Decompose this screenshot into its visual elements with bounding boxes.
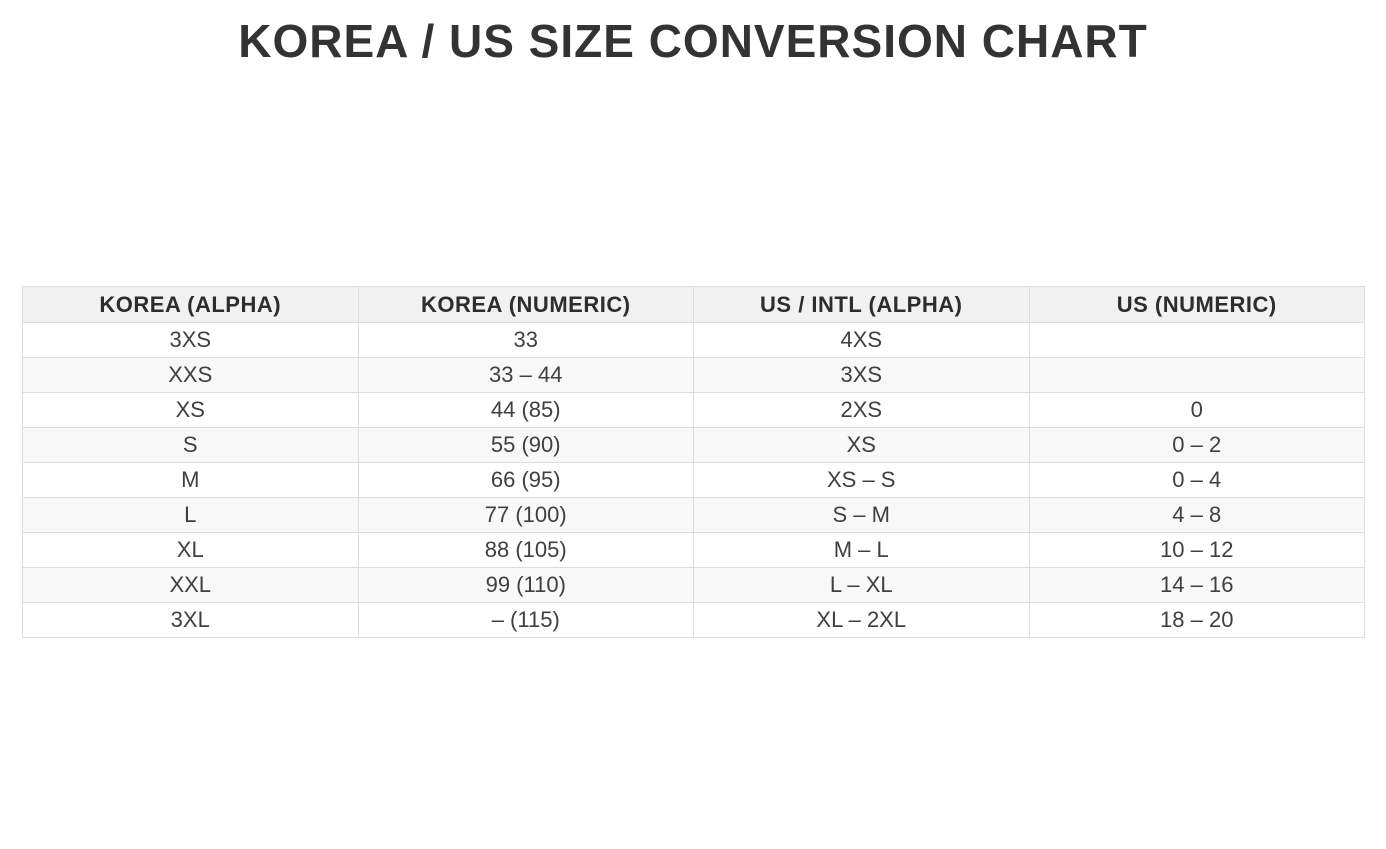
table-cell: 55 (90) <box>357 427 694 463</box>
table-cell: XXL <box>22 567 359 603</box>
page-title: KOREA / US SIZE CONVERSION CHART <box>238 15 1148 67</box>
table-row: XXS 33 – 44 3XS <box>22 357 1365 393</box>
table-cell: M <box>22 462 359 498</box>
table-cell <box>1028 357 1365 393</box>
table-cell: XS <box>22 392 359 428</box>
table-cell: 4XS <box>693 322 1030 358</box>
table-row: 3XS 33 4XS <box>22 322 1365 358</box>
table-cell: S <box>22 427 359 463</box>
table-cell: – (115) <box>357 602 694 638</box>
table-cell: 0 <box>1028 392 1365 428</box>
column-header-2: KOREA (NUMERIC) <box>357 286 694 323</box>
table-cell: XS – S <box>693 462 1030 498</box>
table-cell: 4 – 8 <box>1028 497 1365 533</box>
table-cell: XL <box>22 532 359 568</box>
header-row: KOREA (ALPHA) KOREA (NUMERIC) US / INTL (A… <box>22 286 1365 323</box>
table-body: 3XS 33 4XS XXS 33 – 44 3XS XS 44 (85) 2XS 0 S 55 (9… <box>22 322 1365 638</box>
column-header-3: US / INTL (ALPHA) <box>693 286 1030 323</box>
table-cell: 0 – 4 <box>1028 462 1365 498</box>
table-cell: 88 (105) <box>357 532 694 568</box>
table-cell <box>1028 322 1365 358</box>
table-cell: 44 (85) <box>357 392 694 428</box>
column-header-4: US (NUMERIC) <box>1028 286 1365 323</box>
table-row: XXL 99 (110) L – XL 14 – 16 <box>22 567 1365 603</box>
table-cell: XL – 2XL <box>693 602 1030 638</box>
table-cell: 77 (100) <box>357 497 694 533</box>
table-cell: 0 – 2 <box>1028 427 1365 463</box>
table-cell: L – XL <box>693 567 1030 603</box>
table-cell: XXS <box>22 357 359 393</box>
table-cell: M – L <box>693 532 1030 568</box>
table-cell: 33 <box>357 322 694 358</box>
table-cell: XS <box>693 427 1030 463</box>
size-conversion-table: KOREA (ALPHA) KOREA (NUMERIC) US / INTL (A… <box>22 286 1365 638</box>
table-cell: 10 – 12 <box>1028 532 1365 568</box>
table-row: 3XL – (115) XL – 2XL 18 – 20 <box>22 602 1365 638</box>
size-conversion-table-container: KOREA (ALPHA) KOREA (NUMERIC) US / INTL (A… <box>22 286 1365 638</box>
table-cell: 18 – 20 <box>1028 602 1365 638</box>
table-row: XL 88 (105) M – L 10 – 12 <box>22 532 1365 568</box>
table-cell: 14 – 16 <box>1028 567 1365 603</box>
table-row: XS 44 (85) 2XS 0 <box>22 392 1365 428</box>
column-header-1: KOREA (ALPHA) <box>22 286 359 323</box>
table-head: KOREA (ALPHA) KOREA (NUMERIC) US / INTL (A… <box>22 286 1365 323</box>
table-cell: 3XS <box>693 357 1030 393</box>
table-cell: 33 – 44 <box>357 357 694 393</box>
table-row: S 55 (90) XS 0 – 2 <box>22 427 1365 463</box>
table-cell: L <box>22 497 359 533</box>
table-cell: 99 (110) <box>357 567 694 603</box>
table-cell: 3XS <box>22 322 359 358</box>
table-cell: S – M <box>693 497 1030 533</box>
table-cell: 66 (95) <box>357 462 694 498</box>
table-cell: 2XS <box>693 392 1030 428</box>
table-cell: 3XL <box>22 602 359 638</box>
